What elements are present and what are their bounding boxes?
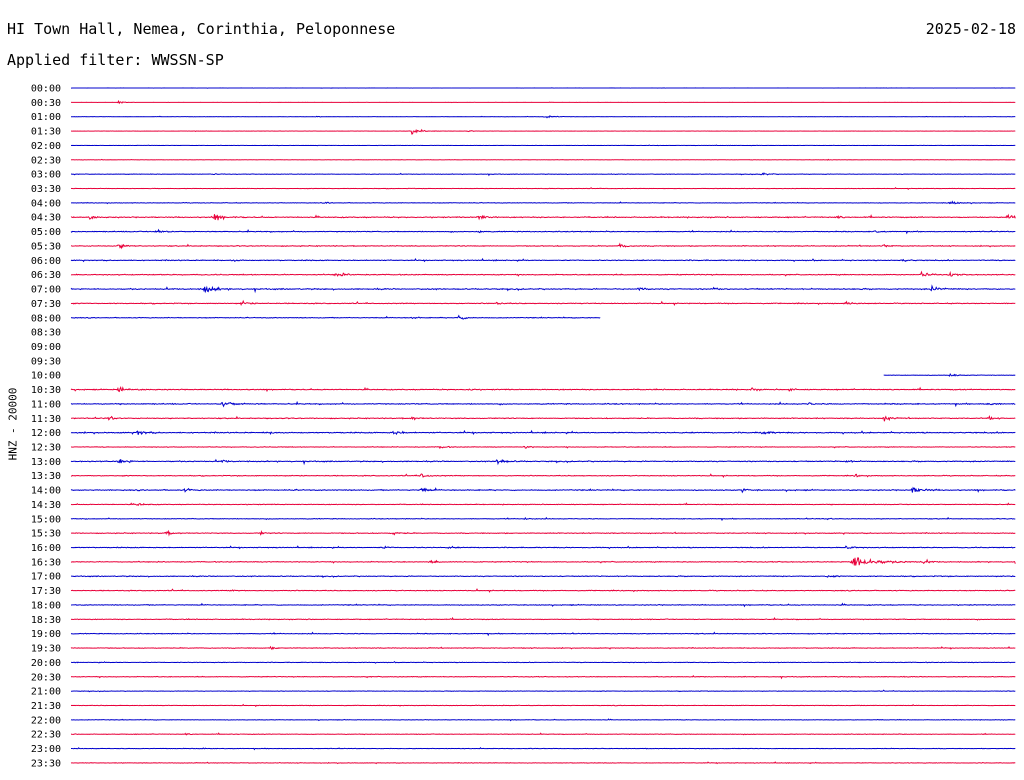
- trace-row-0030: [70, 99, 1016, 105]
- trace-row-2230: [70, 732, 1016, 736]
- time-tick-label: 22:00: [31, 715, 61, 726]
- time-tick-label: 14:00: [31, 486, 61, 497]
- time-tick-label: 18:30: [31, 615, 61, 626]
- time-tick-label: 14:30: [31, 500, 61, 511]
- time-tick-label: 15:00: [31, 514, 61, 525]
- time-tick-label: 18:00: [31, 600, 61, 611]
- time-tick-label: 04:00: [31, 198, 61, 209]
- trace-row-0330: [70, 186, 1016, 190]
- trace-row-0630: [70, 270, 1016, 277]
- time-tick-label: 08:30: [31, 328, 61, 339]
- time-tick-label: 15:30: [31, 529, 61, 540]
- trace-row-0700: [70, 284, 1016, 294]
- station-title: HI Town Hall, Nemea, Corinthia, Peloponn…: [7, 20, 396, 38]
- time-tick-label: 17:30: [31, 586, 61, 597]
- trace-row-1400: [70, 486, 1016, 494]
- trace-row-0500: [70, 228, 1016, 235]
- time-tick-label: 09:30: [31, 356, 61, 367]
- time-tick-label: 21:00: [31, 687, 61, 698]
- trace-row-0800: [70, 314, 601, 320]
- trace-row-2130: [70, 703, 1016, 708]
- trace-row-1800: [70, 602, 1016, 608]
- time-tick-label: 11:30: [31, 414, 61, 425]
- time-tick-label: 04:30: [31, 213, 61, 224]
- plot-date: 2025-02-18: [925, 20, 1016, 38]
- trace-row-0400: [70, 200, 1016, 205]
- time-tick-label: 07:00: [31, 285, 61, 296]
- time-tick-label: 17:00: [31, 572, 61, 583]
- time-tick-label: 19:30: [31, 644, 61, 655]
- trace-row-0130: [70, 128, 1016, 135]
- trace-row-2100: [70, 689, 1016, 693]
- trace-row-2300: [70, 747, 1016, 751]
- time-tick-label: 02:30: [31, 155, 61, 166]
- trace-row-1830: [70, 616, 1016, 621]
- time-tick-label: 01:30: [31, 127, 61, 138]
- time-tick-label: 20:00: [31, 658, 61, 669]
- trace-row-1500: [70, 516, 1016, 522]
- trace-row-1530: [71, 529, 1016, 537]
- trace-row-1900: [70, 631, 1016, 637]
- trace-layer: [70, 87, 1016, 765]
- time-tick-label: 06:00: [31, 256, 61, 267]
- trace-row-0600: [70, 257, 1016, 263]
- time-tick-label: 05:00: [31, 227, 61, 238]
- filter-label: Applied filter: WWSSN-SP: [7, 51, 224, 69]
- time-tick-label: 16:00: [31, 543, 61, 554]
- time-tick-label: 22:30: [31, 730, 61, 741]
- time-tick-label: 12:30: [31, 443, 61, 454]
- trace-row-1330: [70, 473, 1016, 479]
- time-tick-label: 08:00: [31, 313, 61, 324]
- trace-row-0230: [70, 158, 1016, 161]
- time-tick-label: 23:30: [31, 758, 61, 769]
- trace-row-2200: [70, 718, 1016, 722]
- trace-row-1300: [70, 458, 1016, 466]
- trace-row-1030: [70, 385, 1016, 393]
- time-tick-label: 13:00: [31, 457, 61, 468]
- trace-row-2030: [70, 674, 1016, 680]
- time-tick-label: 16:30: [31, 557, 61, 568]
- time-tick-label: 19:00: [31, 629, 61, 640]
- trace-row-1730: [70, 588, 1016, 593]
- trace-row-0100: [70, 115, 1016, 119]
- trace-row-1600: [70, 545, 1016, 550]
- trace-row-1700: [70, 575, 1016, 579]
- time-tick-label: 20:30: [31, 672, 61, 683]
- time-tick-label: 06:30: [31, 270, 61, 281]
- trace-row-0430: [70, 213, 1016, 221]
- trace-row-0730: [70, 299, 1016, 306]
- trace-row-1100: [70, 400, 1016, 408]
- trace-row-1000: [883, 373, 1016, 377]
- time-tick-label: 03:30: [31, 184, 61, 195]
- trace-row-1130: [70, 415, 1016, 422]
- trace-row-1430: [70, 502, 1016, 507]
- time-tick-label: 21:30: [31, 701, 61, 712]
- trace-row-0300: [70, 172, 1016, 177]
- trace-row-1930: [70, 645, 1016, 651]
- trace-row-2330: [70, 761, 1016, 765]
- time-tick-label: 05:30: [31, 241, 61, 252]
- time-tick-label: 13:30: [31, 471, 61, 482]
- trace-row-0530: [70, 242, 1016, 250]
- time-tick-label: 11:00: [31, 399, 61, 410]
- time-tick-label: 10:30: [31, 385, 61, 396]
- time-tick-label: 12:00: [31, 428, 61, 439]
- trace-row-0200: [70, 144, 1016, 147]
- time-tick-label: 10:00: [31, 371, 61, 382]
- time-label-layer: 00:00 00:30 01:00 01:30 02:00 02:30 03:00 03:30…: [31, 84, 61, 770]
- trace-row-1630: [70, 557, 1016, 566]
- time-tick-label: 09:00: [31, 342, 61, 353]
- time-tick-label: 23:00: [31, 744, 61, 755]
- time-tick-label: 07:30: [31, 299, 61, 310]
- time-tick-label: 01:00: [31, 112, 61, 123]
- trace-row-1230: [70, 445, 1016, 450]
- time-tick-label: 03:00: [31, 170, 61, 181]
- time-tick-label: 02:00: [31, 141, 61, 152]
- time-tick-label: 00:00: [31, 84, 61, 95]
- trace-row-2000: [70, 660, 1016, 664]
- trace-row-1200: [70, 429, 1016, 436]
- time-tick-label: 00:30: [31, 98, 61, 109]
